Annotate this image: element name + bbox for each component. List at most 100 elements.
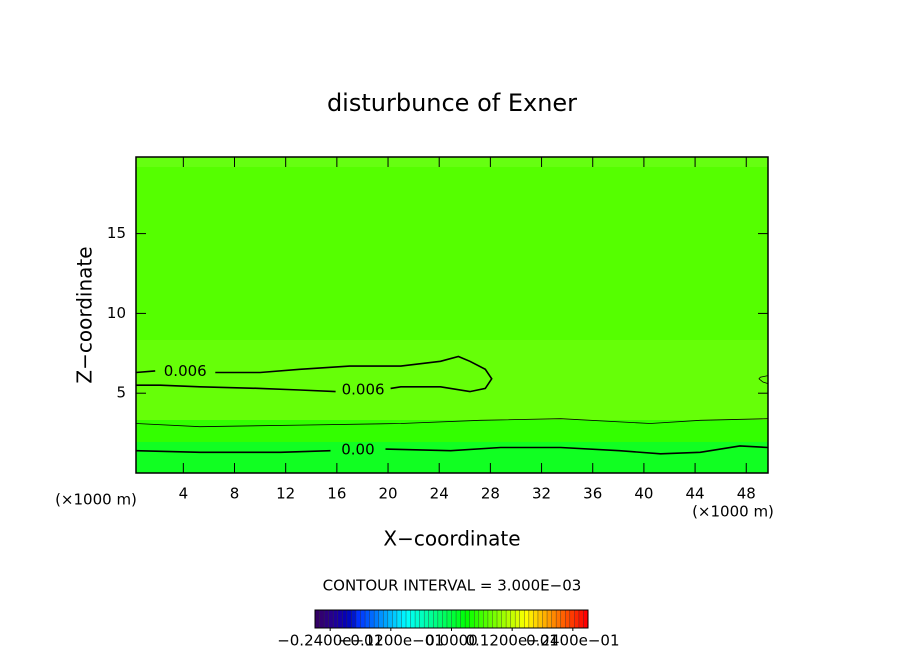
colorbar-stripe: [460, 610, 466, 628]
fill-band: [136, 157, 768, 167]
colorbar-stripe: [437, 610, 443, 628]
contour-label: 0.006: [164, 362, 207, 380]
colorbar-stripe: [524, 610, 530, 628]
colorbar-stripe: [328, 610, 334, 628]
colorbar: −0.2400e−01−0.1200e−010.00000.1200e−010.…: [277, 609, 620, 650]
colorbar-stripe: [483, 610, 489, 628]
colorbar-stripe: [424, 610, 430, 628]
y-axis-label: Z−coordinate: [73, 246, 97, 383]
colorbar-stripe: [369, 610, 375, 628]
x-tick-label: 36: [583, 485, 602, 503]
colorbar-tick-label: 0.0000: [425, 632, 478, 650]
fill-band: [136, 442, 768, 473]
colorbar-stripe: [583, 610, 589, 628]
colorbar-stripe: [374, 610, 380, 628]
colorbar-stripe: [574, 610, 580, 628]
colorbar-stripe: [360, 610, 366, 628]
y-tick-label: 15: [107, 224, 126, 242]
colorbar-stripe: [510, 610, 516, 628]
x-tick-label: 24: [430, 485, 449, 503]
chart-title: disturbunce of Exner: [327, 89, 577, 117]
colorbar-stripe: [474, 610, 480, 628]
colorbar-stripe: [465, 610, 471, 628]
y-tick-label: 10: [107, 304, 126, 322]
colorbar-stripe: [315, 610, 321, 628]
x-tick-label: 40: [634, 485, 653, 503]
colorbar-stripe: [578, 610, 584, 628]
colorbar-stripe: [415, 610, 421, 628]
colorbar-stripe: [342, 610, 348, 628]
contour-line: [135, 418, 769, 428]
colorbar-stripe: [565, 610, 571, 628]
colorbar-stripe: [556, 610, 562, 628]
colorbar-stripe: [419, 610, 425, 628]
colorbar-stripe: [547, 610, 553, 628]
colorbar-tick-label: −0.1200e−01: [338, 632, 444, 650]
colorbar-stripe: [406, 610, 412, 628]
contour-interval: CONTOUR INTERVAL = 3.000E−03: [323, 577, 582, 595]
colorbar-stripe: [569, 610, 575, 628]
x-tick-label: 16: [327, 485, 346, 503]
y-tick-label: 5: [116, 384, 126, 402]
colorbar-stripe: [492, 610, 498, 628]
colorbar-tick-label: 0.2400e−01: [526, 632, 619, 650]
colorbar-stripe: [506, 610, 512, 628]
colorbar-stripe: [387, 610, 393, 628]
colorbar-stripe: [319, 610, 325, 628]
contour-label: 0.00: [341, 440, 374, 458]
colorbar-stripe: [433, 610, 439, 628]
colorbar-stripe: [456, 610, 462, 628]
colorbar-stripe: [333, 610, 339, 628]
colorbar-stripe: [355, 610, 361, 628]
colorbar-stripe: [497, 610, 503, 628]
colorbar-stripe: [451, 610, 457, 628]
colorbar-stripe: [528, 610, 534, 628]
colorbar-stripe: [346, 610, 352, 628]
colorbar-stripe: [519, 610, 525, 628]
colorbar-stripe: [469, 610, 475, 628]
colorbar-stripe: [351, 610, 357, 628]
colorbar-stripe: [324, 610, 330, 628]
colorbar-stripe: [401, 610, 407, 628]
colorbar-stripe: [560, 610, 566, 628]
colorbar-stripe: [515, 610, 521, 628]
fill-band: [136, 340, 768, 420]
colorbar-stripe: [533, 610, 539, 628]
colorbar-stripe: [501, 610, 507, 628]
x-tick-label: 8: [230, 485, 240, 503]
colorbar-tick-label: −0.2400e−01: [277, 632, 383, 650]
colorbar-stripe: [383, 610, 389, 628]
colorbar-stripe: [392, 610, 398, 628]
contour-line: [135, 445, 769, 455]
colorbar-stripe: [378, 610, 384, 628]
colorbar-stripe: [478, 610, 484, 628]
colorbar-stripe: [396, 610, 402, 628]
colorbar-stripe: [410, 610, 416, 628]
x-tick-label: 28: [481, 485, 500, 503]
colorbar-stripe: [551, 610, 557, 628]
plot-frame: [135, 156, 769, 474]
contour-label: 0.006: [342, 381, 385, 399]
x-unit: (×1000 m): [692, 503, 774, 521]
x-tick-label: 32: [532, 485, 551, 503]
y-unit: (×1000 m): [55, 491, 137, 509]
x-tick-label: 44: [686, 485, 705, 503]
colorbar-stripe: [542, 610, 548, 628]
colorbar-stripe: [446, 610, 452, 628]
colorbar-stripe: [442, 610, 448, 628]
contour-line: [135, 355, 493, 393]
colorbar-stripe: [487, 610, 493, 628]
x-tick-label: 48: [737, 485, 756, 503]
colorbar-stripe: [365, 610, 371, 628]
contour-line: [758, 375, 769, 384]
colorbar-stripe: [428, 610, 434, 628]
filled-contours: [136, 157, 768, 473]
colorbar-stripe: [337, 610, 343, 628]
x-tick-label: 12: [276, 485, 295, 503]
colorbar-tick-label: 0.1200e−01: [465, 632, 558, 650]
x-tick-label: 4: [179, 485, 189, 503]
fill-band: [136, 420, 768, 442]
x-axis-label: X−coordinate: [383, 527, 520, 551]
